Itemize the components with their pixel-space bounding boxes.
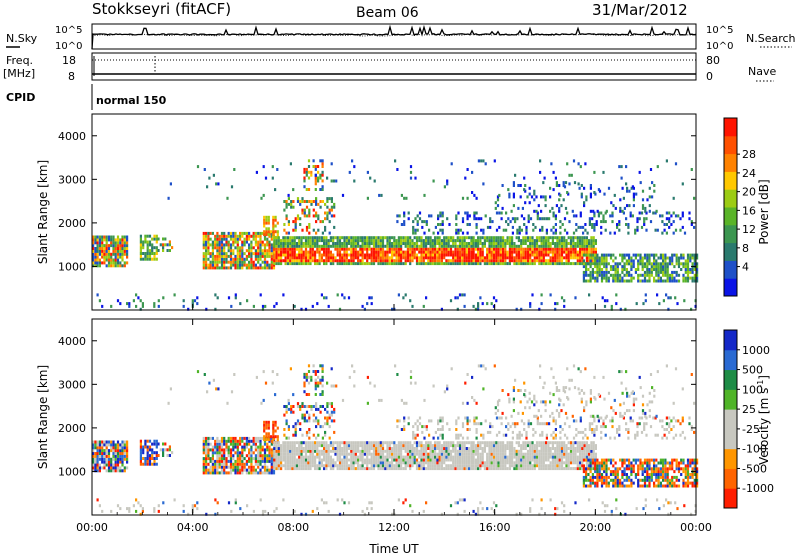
freq-bottom-tick: 8 [68,70,75,83]
colorbar-tick-label: 4 [742,261,749,274]
noise-right-bottom-tick: 10^0 [706,41,733,52]
colorbar-tick-label: 100 [742,383,763,396]
y-tick-label: 3000 [58,173,86,186]
freq-top-tick: 18 [62,54,76,67]
colorbar-tick-label: 500 [742,364,763,377]
nave-label: Nave [748,65,776,78]
colorbar-tick-label: -500 [742,462,767,475]
y-tick-label: 4000 [58,335,86,348]
power-panel: 1000 2000 3000 4000 Slant Range [km] 4 8 12 16… [36,113,771,311]
colorbar-tick-label: 24 [742,167,756,180]
cpid-value: normal 150 [96,94,167,107]
noise-left-bottom-tick: 10^0 [55,41,82,52]
velocity-scatter-data [92,364,699,516]
colorbar-tick-label: 25 [742,403,756,416]
colorbar-tick-label: -1000 [742,482,774,495]
power-scatter-data [92,159,699,311]
velocity-colorbar: 1000 500 100 25 -25 -100 -500 -1000 [723,329,774,509]
nave-bottom-tick: 0 [706,70,713,83]
date-title: 31/Mar/2012 [592,1,688,19]
y-tick-label: 1000 [58,260,86,273]
velocity-colorbar-label: Velocity [m s-1] [756,375,771,465]
power-colorbar-label: Power [dB] [757,179,771,244]
colorbar-tick-label: 8 [742,242,749,255]
velocity-panel: 1000 2000 3000 4000 00:00 04:00 08:00 12:00 16:… [36,304,774,554]
y-tick-label: 2000 [58,422,86,435]
velocity-ylabel: Slant Range [km] [36,365,50,469]
power-colorbar: 4 8 12 16 20 24 28 [723,117,756,297]
x-tick-label: 08:00 [277,521,309,534]
cpid-panel: CPID normal 150 [6,84,167,110]
noise-left-label: N.Sky [6,32,38,45]
freq-unit-label: [MHz] [3,67,35,80]
y-tick-label: 4000 [58,130,86,143]
noise-panel: N.Sky 10^5 10^0 10^5 10^0 N.Search [6,23,796,52]
colorbar-tick-label: 20 [742,186,756,199]
y-tick-label: 1000 [58,465,86,478]
cpid-label: CPID [6,91,35,104]
beam-title: Beam 06 [356,5,419,21]
x-tick-label: 04:00 [177,521,209,534]
colorbar-tick-label: -100 [742,443,767,456]
x-tick-label: 00:00 [76,521,108,534]
colorbar-tick-label: -25 [742,423,760,436]
noise-sky-line [91,24,697,50]
colorbar-tick-label: 16 [742,204,756,217]
time-ut-xlabel: Time UT [368,542,419,554]
noise-left-top-tick: 10^5 [55,25,82,36]
colorbar-tick-label: 28 [742,148,756,161]
noise-right-label: N.Search [746,32,796,45]
x-tick-label: 00:00 [680,521,712,534]
x-tick-label: 16:00 [479,521,511,534]
nave-top-tick: 80 [706,54,720,67]
colorbar-tick-label: 1000 [742,344,770,357]
freq-panel: Freq. [MHz] 18 8 80 0 Nave [3,52,776,83]
noise-right-top-tick: 10^5 [706,25,733,36]
x-tick-label: 20:00 [579,521,611,534]
power-ylabel: Slant Range [km] [36,160,50,264]
station-title: Stokkseyri (fitACF) [92,0,231,18]
y-tick-label: 3000 [58,378,86,391]
y-tick-label: 2000 [58,217,86,230]
freq-label: Freq. [6,54,33,67]
x-tick-label: 12:00 [378,521,410,534]
colorbar-tick-label: 12 [742,223,756,236]
